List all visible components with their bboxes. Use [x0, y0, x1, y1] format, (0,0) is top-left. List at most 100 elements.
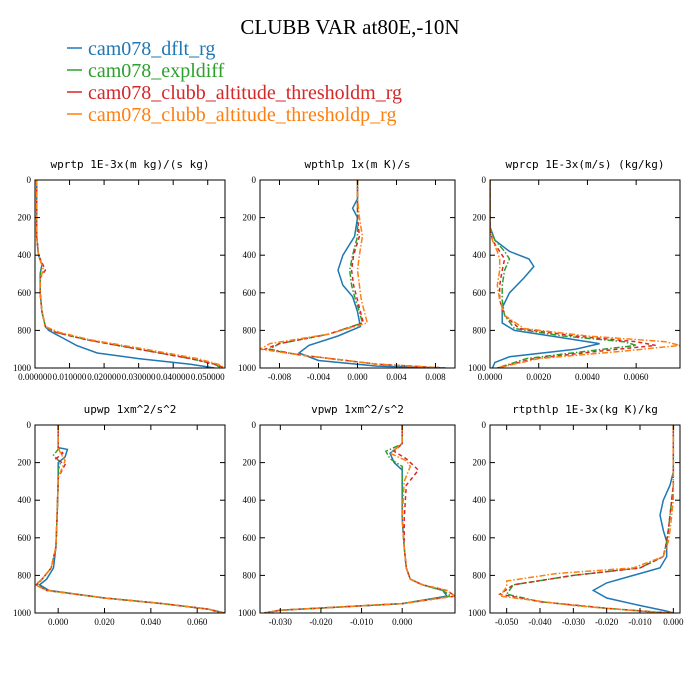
x-tick-label: 0.004 — [386, 372, 407, 382]
series-line — [35, 180, 222, 368]
legend-label: cam078_dflt_rg — [88, 38, 215, 60]
x-tick-label: 0.000 — [392, 617, 413, 627]
y-tick-label: 600 — [473, 288, 487, 298]
chart-panel: upwp 1xm^2/s^2 0 200 400 600 800 1000 0.000 0.02… — [13, 403, 226, 627]
y-tick-label: 600 — [243, 288, 257, 298]
chart-panel: wprtp 1E-3x(m kg)/(s kg) 0 200 400 600 800 100… — [13, 158, 226, 382]
series-line — [490, 180, 600, 368]
panel-title: vpwp 1xm^2/s^2 — [311, 403, 404, 416]
y-tick-label: 200 — [243, 213, 257, 223]
legend: cam078_dflt_rg cam078_expldiff cam078_cl… — [67, 38, 402, 126]
series-line — [490, 180, 680, 368]
y-tick-label: 1000 — [468, 608, 487, 618]
y-tick-label: 800 — [473, 570, 487, 580]
y-tick-label: 0 — [252, 420, 257, 430]
series-line — [505, 425, 675, 613]
y-tick-label: 400 — [243, 495, 257, 505]
y-tick-label: 1000 — [238, 608, 257, 618]
y-tick-label: 1000 — [13, 608, 32, 618]
series-line — [260, 180, 446, 368]
series-line — [498, 425, 675, 613]
y-tick-label: 600 — [243, 533, 257, 543]
series-line — [35, 180, 215, 368]
chart-panel: wpthlp 1x(m K)/s 0 200 400 600 800 1000 -0.008 -… — [238, 158, 456, 382]
y-tick-label: 400 — [18, 250, 32, 260]
x-tick-label: 0.040 — [141, 617, 162, 627]
y-tick-label: 200 — [18, 213, 32, 223]
series-line — [297, 180, 446, 368]
x-tick-label: 0.0020 — [526, 372, 551, 382]
series-line — [35, 425, 223, 613]
series-line — [38, 425, 225, 613]
figure-title: CLUBB VAR at80E,-10N — [240, 15, 459, 39]
legend-label: cam078_clubb_altitude_thresholdp_rg — [88, 104, 396, 126]
x-tick-label: 0.000 — [48, 617, 69, 627]
legend-entry: cam078_clubb_altitude_thresholdm_rg — [67, 82, 402, 104]
series-group — [35, 180, 225, 368]
x-tick-label: 0.030000 — [122, 372, 156, 382]
axis-frame — [489, 424, 681, 614]
series-line — [35, 425, 223, 613]
x-tick-label: 0.020000 — [87, 372, 121, 382]
axis-frame — [489, 179, 681, 369]
x-tick-label: 0.000000 — [18, 372, 52, 382]
chart-panel: wprcp 1E-3x(m/s) (kg/kg) 0 200 400 600 800 100… — [468, 158, 681, 382]
y-tick-label: 400 — [473, 250, 487, 260]
x-tick-label: -0.010 — [628, 617, 652, 627]
panel-title: wprtp 1E-3x(m kg)/(s kg) — [51, 158, 210, 171]
series-line — [498, 425, 675, 613]
series-group — [263, 425, 455, 613]
legend-label: cam078_expldiff — [88, 60, 225, 82]
axis-frame — [34, 179, 226, 369]
y-tick-label: 0 — [27, 175, 32, 185]
panels-grid: wprtp 1E-3x(m kg)/(s kg) 0 200 400 600 800 100… — [13, 158, 684, 627]
x-tick-label: 0.000 — [663, 617, 684, 627]
y-tick-label: 600 — [18, 288, 32, 298]
x-tick-label: 0.0060 — [624, 372, 649, 382]
x-tick-label: -0.008 — [268, 372, 292, 382]
y-tick-label: 1000 — [468, 363, 487, 373]
axis-frame — [34, 424, 226, 614]
series-group — [260, 180, 446, 368]
legend-entry: cam078_expldiff — [67, 60, 225, 82]
x-tick-label: 0.0000 — [478, 372, 503, 382]
y-tick-label: 200 — [473, 213, 487, 223]
y-tick-label: 800 — [473, 325, 487, 335]
y-tick-label: 0 — [27, 420, 32, 430]
series-line — [262, 180, 446, 368]
y-tick-label: 800 — [243, 325, 257, 335]
y-tick-label: 1000 — [238, 363, 257, 373]
x-tick-label: 0.008 — [425, 372, 446, 382]
y-tick-label: 800 — [18, 325, 32, 335]
y-tick-label: 0 — [482, 420, 487, 430]
x-tick-label: 0.050000 — [191, 372, 225, 382]
x-tick-label: 0.020 — [94, 617, 115, 627]
x-tick-label: -0.020 — [595, 617, 619, 627]
axis-frame — [259, 424, 456, 614]
chart-panel: rtpthlp 1E-3x(kg K)/kg02004006008001000-… — [468, 403, 684, 627]
y-tick-label: 0 — [482, 175, 487, 185]
panel-title: rtpthlp 1E-3x(kg K)/kg — [512, 403, 658, 416]
y-tick-label: 200 — [473, 458, 487, 468]
series-line — [36, 425, 221, 613]
x-tick-label: -0.030 — [269, 617, 293, 627]
x-tick-label: -0.010 — [350, 617, 374, 627]
y-tick-label: 600 — [473, 533, 487, 543]
series-line — [263, 425, 455, 613]
series-line — [490, 180, 656, 368]
x-tick-label: -0.004 — [307, 372, 331, 382]
x-tick-label: -0.050 — [495, 617, 519, 627]
y-tick-label: 800 — [18, 570, 32, 580]
legend-entry: cam078_dflt_rg — [67, 38, 215, 60]
series-group — [498, 425, 675, 613]
panel-title: wprcp 1E-3x(m/s) (kg/kg) — [506, 158, 665, 171]
y-tick-label: 200 — [243, 458, 257, 468]
x-tick-label: -0.040 — [528, 617, 552, 627]
series-line — [263, 425, 449, 613]
series-group — [490, 180, 680, 368]
series-line — [490, 180, 637, 368]
legend-label: cam078_clubb_altitude_thresholdm_rg — [88, 82, 402, 104]
y-tick-label: 0 — [252, 175, 257, 185]
y-tick-label: 400 — [473, 495, 487, 505]
